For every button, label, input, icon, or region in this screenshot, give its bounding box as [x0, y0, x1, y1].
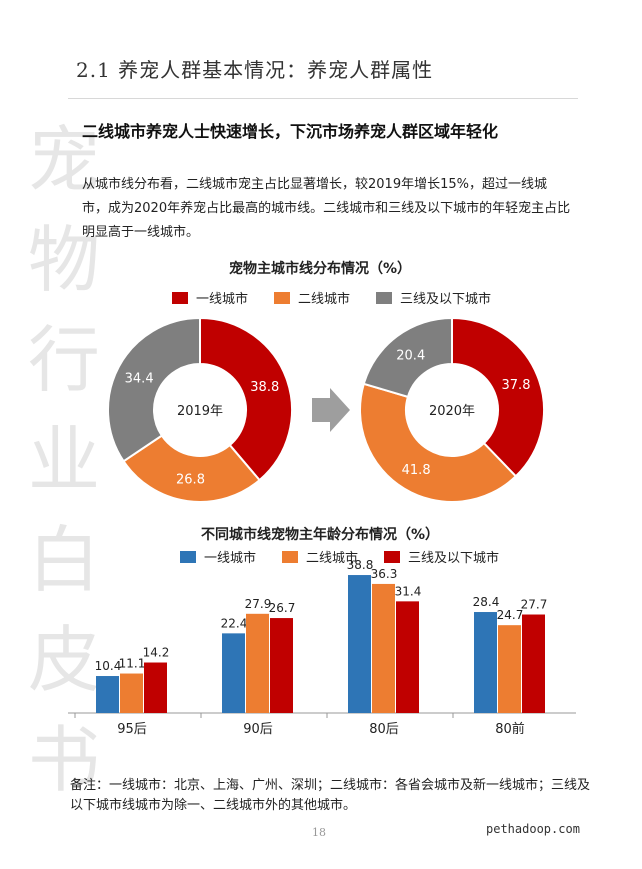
legend-label: 二线城市	[298, 292, 351, 307]
legend-label: 一线城市	[204, 551, 257, 566]
subtitle: 二线城市养宠人士快速增长，下沉市场养宠人群区域年轻化	[82, 122, 499, 141]
donut-slice	[359, 382, 518, 503]
bar-value-label: 24.7	[497, 608, 524, 622]
bar-value-label: 36.3	[371, 567, 398, 581]
pie-legend: 一线城市 二线城市 三线及以下城市	[172, 288, 517, 307]
donut-slice	[199, 316, 293, 482]
bar-value-label: 26.7	[269, 601, 296, 615]
bar	[270, 618, 293, 713]
watermark-char: 行	[28, 318, 101, 402]
watermark-char: 书	[28, 718, 101, 802]
slice-label: 38.8	[250, 380, 279, 395]
bar	[348, 575, 371, 713]
slice-label: 26.8	[176, 472, 205, 487]
legend-label: 三线及以下城市	[400, 292, 492, 307]
slice-label: 20.4	[396, 349, 425, 364]
footnote: 备注：一线城市：北京、上海、广州、深圳；二线城市：各省会城市及新一线城市；三线及…	[70, 778, 591, 813]
bar	[222, 633, 245, 713]
legend-swatch	[180, 550, 196, 563]
legend-label: 一线城市	[196, 292, 249, 307]
bar-value-label: 22.4	[221, 616, 248, 630]
donut-slice	[362, 316, 453, 399]
legend-item-tier3: 三线及以下城市	[384, 547, 499, 566]
page-number: 18	[312, 826, 326, 839]
bar-value-label: 38.8	[347, 558, 374, 572]
bar-value-label: 28.4	[473, 595, 500, 609]
category-label: 90后	[243, 722, 273, 737]
bar-legend: 一线城市 二线城市 三线及以下城市	[180, 547, 525, 566]
arrow-right-icon	[312, 388, 350, 432]
legend-swatch	[172, 291, 188, 304]
watermark-char: 皮	[28, 618, 101, 702]
bar	[372, 583, 395, 713]
legend-item-tier1: 一线城市	[180, 547, 256, 566]
legend-swatch	[376, 291, 393, 304]
bar-value-label: 27.9	[245, 597, 272, 611]
title-divider	[68, 98, 578, 99]
body-paragraph: 从城市线分布看，二线城市宠主占比显著增长，较2019年增长15%，超过一线城市，…	[82, 177, 571, 240]
watermark-char: 宠	[28, 118, 101, 202]
donut-slice	[451, 316, 545, 478]
section-title: 2.1 养宠人群基本情况：养宠人群属性	[76, 58, 434, 82]
watermark: 宠 物 行 业 白 皮 书	[28, 110, 101, 810]
category-label: 80前	[495, 721, 525, 737]
donut-center-label: 2019年	[177, 404, 223, 419]
bar-value-label: 31.4	[395, 584, 422, 598]
legend-swatch	[274, 291, 291, 304]
legend-label: 二线城市	[306, 551, 359, 566]
bar-value-label: 27.7	[521, 598, 548, 612]
bar-value-label: 10.4	[95, 659, 122, 673]
website: pethadoop.com	[486, 822, 580, 836]
legend-item-tier1: 一线城市	[172, 288, 248, 307]
category-label: 95后	[117, 722, 147, 737]
legend-item-tier3: 三线及以下城市	[376, 288, 491, 307]
bar-value-label: 11.1	[119, 657, 146, 671]
donut-center-label: 2020年	[429, 404, 475, 419]
donut-slice	[122, 434, 261, 503]
category-label: 80后	[369, 722, 399, 737]
donut-slice	[107, 316, 201, 463]
watermark-char: 业	[28, 418, 101, 502]
slice-label: 37.8	[502, 378, 531, 393]
bar	[120, 673, 143, 713]
bar	[522, 614, 545, 713]
slice-label: 34.4	[125, 372, 154, 387]
bar	[498, 625, 521, 713]
watermark-char: 白	[28, 518, 101, 602]
bar	[474, 612, 497, 713]
bar	[396, 601, 419, 713]
bar-value-label: 14.2	[143, 646, 170, 660]
legend-swatch	[384, 550, 401, 563]
bar	[144, 662, 167, 713]
legend-item-tier2: 二线城市	[282, 547, 358, 566]
pie-chart-title: 宠物主城市线分布情况（%）	[228, 261, 412, 277]
legend-label: 三线及以下城市	[408, 551, 500, 566]
slice-label: 41.8	[402, 463, 431, 478]
bar	[246, 613, 269, 713]
bar	[96, 676, 119, 713]
watermark-char: 物	[28, 218, 101, 302]
bar-chart-title: 不同城市线宠物主年龄分布情况（%）	[200, 527, 440, 543]
legend-swatch	[282, 550, 299, 563]
legend-item-tier2: 二线城市	[274, 288, 350, 307]
